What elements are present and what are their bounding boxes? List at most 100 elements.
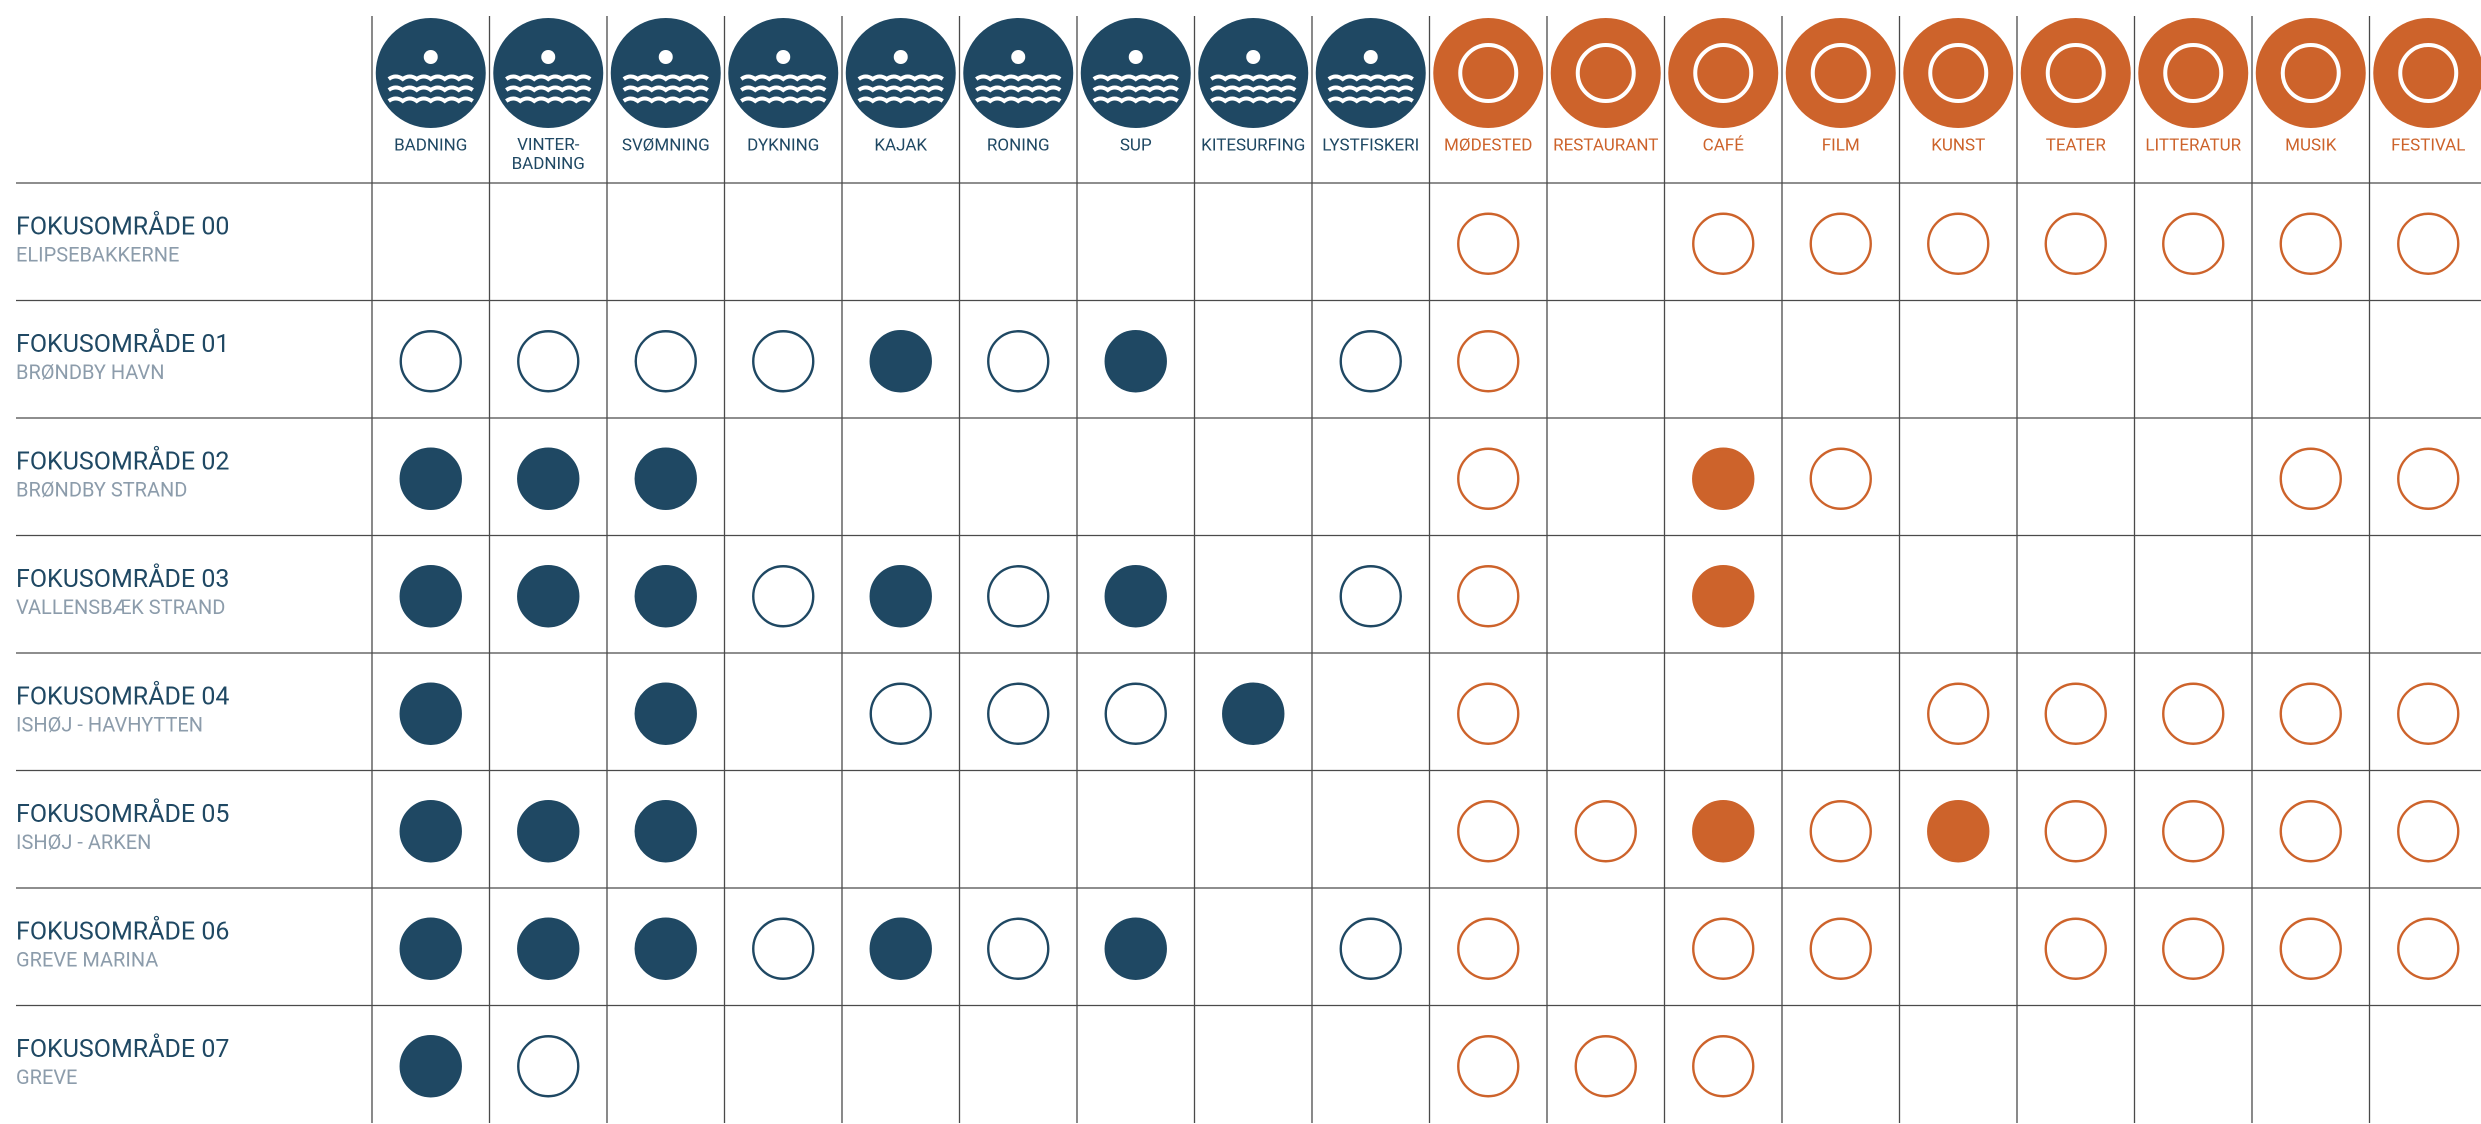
column-label: FESTIVAL <box>2391 135 2465 155</box>
icon-wave <box>1092 85 1179 93</box>
dot-open <box>752 330 815 393</box>
icon-ring <box>2045 43 2106 103</box>
column-label: KAJAK <box>874 135 927 155</box>
icon-wave <box>857 74 944 82</box>
column-label: LITTERATUR <box>2145 135 2241 155</box>
column-icon <box>728 18 839 128</box>
dot-open <box>517 330 580 393</box>
row-subtitle: GREVE MARINA <box>16 947 158 971</box>
row-title: FOKUSOMRÅDE 05 <box>16 797 229 829</box>
dot-open <box>1339 917 1402 980</box>
icon-wave <box>387 96 474 104</box>
column-icon <box>1903 18 2014 128</box>
dot-filled <box>1692 565 1755 628</box>
column-label: VINTER-BADNING <box>512 135 585 174</box>
column-icon <box>2020 18 2131 128</box>
icon-ring <box>1458 43 1519 103</box>
dot-filled <box>1692 447 1755 510</box>
icon-wave <box>975 85 1062 93</box>
dot-open <box>1457 800 1520 863</box>
dot-open <box>1574 1035 1637 1098</box>
row-subtitle: BRØNDBY STRAND <box>16 477 187 501</box>
dot-filled <box>869 917 932 980</box>
dot-open <box>634 330 697 393</box>
icon-circle <box>1080 18 1191 128</box>
icon-wave <box>1327 96 1414 104</box>
icon-circle <box>2020 18 2131 128</box>
dot-open <box>2397 800 2460 863</box>
column-label: KUNST <box>1931 135 1985 155</box>
row-subtitle: GREVE <box>16 1065 77 1089</box>
dot-open <box>2279 800 2342 863</box>
icon-circle <box>2255 18 2366 128</box>
dot-filled <box>634 447 697 510</box>
icon-figure <box>1246 50 1261 64</box>
row-title: FOKUSOMRÅDE 07 <box>16 1032 229 1064</box>
icon-wave <box>387 74 474 82</box>
dot-open <box>987 565 1050 628</box>
dot-open <box>1457 917 1520 980</box>
dot-filled <box>517 917 580 980</box>
icon-wave <box>505 85 592 93</box>
dot-open <box>1457 447 1520 510</box>
column-label: DYKNING <box>747 135 819 155</box>
column-icon <box>1785 18 1896 128</box>
icon-circle <box>375 18 486 128</box>
dot-open <box>1809 447 1872 510</box>
icon-circle <box>1315 18 1426 128</box>
row-subtitle: ISHØJ - ARKEN <box>16 830 151 854</box>
row-subtitle: BRØNDBY HAVN <box>16 360 164 384</box>
icon-wave <box>387 85 474 93</box>
icon-wave <box>740 74 827 82</box>
icon-figure <box>1363 50 1378 64</box>
row-subtitle: ELIPSEBAKKERNE <box>16 242 179 266</box>
dot-open <box>2279 447 2342 510</box>
dot-open <box>517 1035 580 1098</box>
dot-open <box>2397 682 2460 745</box>
column-label: LYSTFISKERI <box>1322 135 1419 155</box>
dot-open <box>1457 682 1520 745</box>
icon-wave <box>505 74 592 82</box>
icon-ring <box>1810 43 1871 103</box>
column-icon <box>2373 18 2481 128</box>
column-icon <box>1550 18 1661 128</box>
row-subtitle: ISHØJ - HAVHYTTEN <box>16 712 203 736</box>
icon-figure <box>658 50 673 64</box>
icon-circle <box>1785 18 1896 128</box>
column-label: RONING <box>987 135 1050 155</box>
row-title: FOKUSOMRÅDE 02 <box>16 445 229 477</box>
dot-open <box>869 682 932 745</box>
column-icon <box>493 18 604 128</box>
dot-open <box>2162 800 2225 863</box>
column-icon <box>1198 18 1309 128</box>
icon-figure <box>423 50 438 64</box>
icon-circle <box>2373 18 2481 128</box>
dot-filled <box>517 447 580 510</box>
dot-open <box>1692 917 1755 980</box>
icon-ring <box>2398 43 2459 103</box>
icon-figure <box>893 50 908 64</box>
icon-circle <box>963 18 1074 128</box>
icon-wave <box>1092 74 1179 82</box>
dot-open <box>752 565 815 628</box>
column-label: KITESURFING <box>1201 135 1305 155</box>
column-icon <box>1080 18 1191 128</box>
column-label: FILM <box>1822 135 1860 155</box>
dot-filled <box>634 565 697 628</box>
column-label: SUP <box>1120 135 1152 155</box>
column-label: RESTAURANT <box>1553 135 1658 155</box>
dot-open <box>2397 447 2460 510</box>
dot-open <box>2162 212 2225 275</box>
icon-wave <box>1327 85 1414 93</box>
column-label: CAFÉ <box>1703 135 1745 155</box>
icon-circle <box>1433 18 1544 128</box>
icon-wave <box>975 74 1062 82</box>
dot-filled <box>1104 565 1167 628</box>
icon-wave <box>505 96 592 104</box>
dot-open <box>1692 1035 1755 1098</box>
dot-open <box>1457 212 1520 275</box>
column-icon <box>1315 18 1426 128</box>
column-icon <box>1433 18 1544 128</box>
icon-figure <box>1011 50 1026 64</box>
